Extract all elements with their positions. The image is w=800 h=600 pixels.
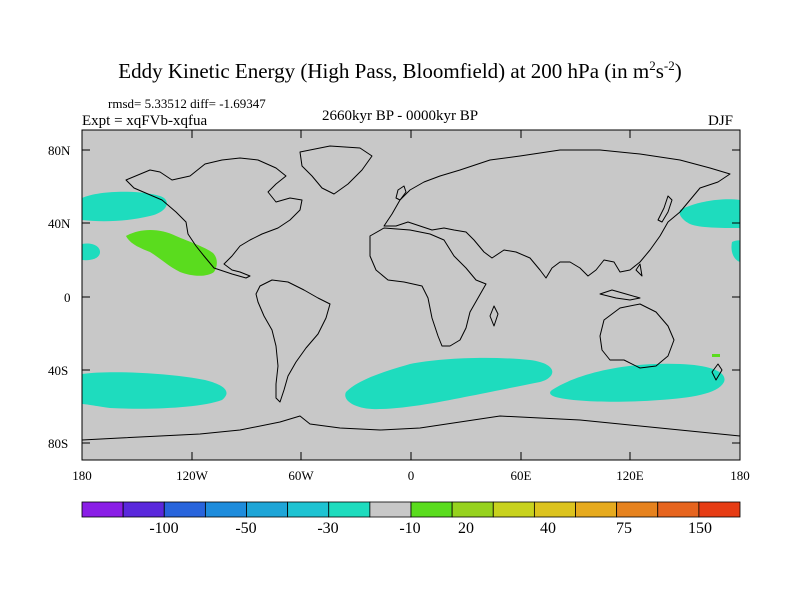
coast-south-america: [255, 279, 331, 403]
region-central-pacific-west: [82, 243, 100, 261]
region-north-pacific-positive: [126, 230, 217, 276]
region-southern-australia: [550, 363, 725, 402]
colorbar-swatch: [287, 501, 330, 518]
region-south-pacific: [82, 372, 227, 409]
colorbar-label: -50: [235, 520, 257, 537]
experiment-label: Expt = xqFVb-xqfua: [82, 113, 208, 129]
colorbar-label: -10: [399, 520, 421, 537]
coast-philippines: [635, 263, 643, 277]
lon-label-120w: 120W: [176, 468, 208, 483]
map-background: [82, 130, 740, 460]
coastlines: [82, 145, 740, 441]
colorbar-swatch: [698, 501, 741, 518]
coast-greenland: [299, 145, 373, 195]
lon-label-60e: 60E: [510, 468, 532, 483]
colorbar-swatch: [328, 501, 371, 518]
colorbar-swatch: [410, 501, 453, 518]
coast-australia: [599, 303, 675, 369]
lon-label-120e: 120E: [616, 468, 644, 483]
colorbar-label: -100: [149, 520, 179, 537]
lon-label-180w: 180: [72, 468, 92, 483]
colorbar-swatch: [657, 501, 700, 518]
coast-eurasia: [383, 149, 731, 279]
colorbar-label: 150: [688, 520, 712, 537]
coast-new-zealand: [711, 363, 723, 381]
region-nw-pacific-jet: [82, 191, 167, 222]
colorbar-swatch: [533, 501, 576, 518]
colorbar-swatch: [204, 501, 247, 518]
lat-label-80n: 80N: [48, 143, 71, 158]
coast-north-america: [125, 157, 303, 279]
coast-madagascar: [489, 305, 499, 327]
colorbar-label: -30: [317, 520, 339, 537]
colorbar-swatch: [81, 501, 124, 518]
colorbar-swatch: [451, 501, 494, 518]
coast-indonesia: [599, 289, 641, 301]
colorbar-swatch: [163, 501, 206, 518]
lat-label-80s: 80S: [48, 436, 69, 451]
colorbar-swatch: [492, 501, 535, 518]
season-label: DJF: [708, 113, 734, 129]
colorbar-label: 20: [458, 520, 474, 537]
coast-africa: [369, 227, 487, 347]
colorbar-swatch: [616, 501, 659, 518]
colorbar-label: 40: [540, 520, 556, 537]
region-ne-pacific: [679, 199, 740, 228]
region-south-atlantic-indian: [345, 357, 553, 410]
map-title: Eddy Kinetic Energy (High Pass, Bloomfie…: [118, 58, 682, 83]
axis-ticks: [81, 130, 741, 460]
colorbar-swatch: [122, 501, 165, 518]
coast-japan: [657, 195, 673, 223]
colorbar-swatch: [246, 501, 289, 518]
region-central-pacific-east: [731, 240, 740, 262]
lon-label-60w: 60W: [288, 468, 314, 483]
colorbar-label: 75: [616, 520, 632, 537]
region-small-pacific-patch: [712, 354, 720, 357]
lat-label-0: 0: [64, 290, 71, 305]
coast-antarctica: [82, 415, 740, 441]
lon-label-0: 0: [407, 468, 415, 483]
colorbar-swatch: [369, 501, 412, 518]
colorbar-swatch: [575, 501, 618, 518]
colorbar: [81, 501, 741, 518]
lat-label-40s: 40S: [48, 363, 69, 378]
stats-text: rmsd= 5.33512 diff= -1.69347: [108, 96, 266, 111]
lon-label-180e: 180: [730, 468, 750, 483]
period-label: 2660kyr BP - 0000kyr BP: [322, 108, 479, 124]
lat-label-40n: 40N: [48, 216, 71, 231]
coast-uk: [395, 185, 407, 201]
